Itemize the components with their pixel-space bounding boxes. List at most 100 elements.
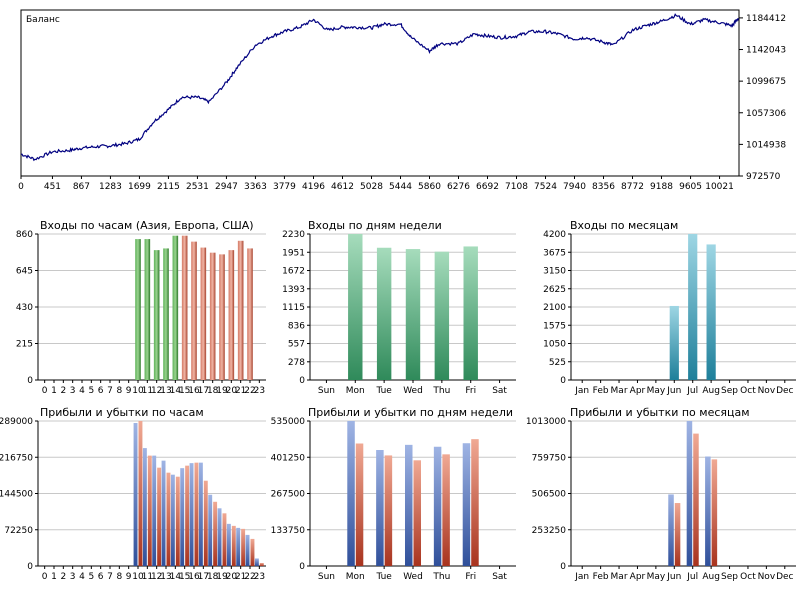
- x-tick-label: 10: [132, 386, 144, 396]
- balance-x-tick-label: 9605: [679, 182, 702, 192]
- x-tick-label: 12: [151, 572, 162, 582]
- y-tick-label: 2625: [543, 285, 566, 295]
- y-tick-label: 0: [560, 376, 566, 386]
- x-tick-label: 5: [88, 572, 94, 582]
- balance-x-tick-label: 9188: [650, 182, 673, 192]
- x-tick-label: 8: [116, 572, 122, 582]
- chart-title: Входы по часам (Азия, Европа, США): [40, 219, 254, 232]
- balance-x-tick-label: 3363: [244, 182, 267, 192]
- x-tick-label: Oct: [740, 572, 756, 582]
- y-tick-label: 525: [549, 358, 566, 368]
- x-tick-label: Nov: [758, 572, 776, 582]
- y-tick-label: 535000: [271, 417, 306, 427]
- y-tick-label: 401250: [271, 453, 306, 463]
- hourly-entries-chart: Входы по часам (Азия, Европа, США)860645…: [16, 219, 266, 396]
- profit-bar: [433, 446, 442, 566]
- chart-title: Входы по дням недели: [308, 219, 442, 232]
- profit-bar: [404, 444, 413, 566]
- y-tick-label: 506500: [532, 490, 567, 500]
- y-tick-label: 759750: [532, 453, 567, 463]
- profit-bar: [189, 463, 194, 566]
- y-tick-label: 836: [288, 321, 305, 331]
- x-tick-label: May: [647, 572, 666, 582]
- chart-title: Входы по месяцам: [570, 219, 678, 232]
- x-tick-label: 6: [98, 386, 104, 396]
- entry-bar: [706, 244, 716, 380]
- loss-bar: [711, 459, 718, 566]
- x-tick-label: 17: [198, 386, 209, 396]
- x-tick-label: Jan: [574, 386, 589, 396]
- x-tick-label: 9: [126, 386, 132, 396]
- balance-x-tick-label: 10021: [705, 182, 734, 192]
- y-tick-label: 1951: [282, 248, 305, 258]
- entry-bar: [247, 248, 253, 380]
- loss-bar: [674, 503, 681, 566]
- x-tick-label: Sat: [492, 572, 507, 582]
- x-tick-label: 10: [132, 572, 144, 582]
- loss-bar: [147, 455, 152, 566]
- monthly-pnl-chart: Прибыли и убытки по месяцам 1013000 759750…: [526, 406, 796, 582]
- y-tick-label: 144500: [0, 490, 33, 500]
- x-tick-label: Apr: [630, 572, 646, 582]
- x-tick-label: 15: [179, 386, 190, 396]
- balance-x-tick-label: 6276: [447, 182, 470, 192]
- x-tick-label: Thu: [432, 386, 450, 396]
- entry-bar: [669, 305, 679, 380]
- entry-bar: [135, 239, 141, 380]
- chart-title: Прибыли и убытки по дням недели: [308, 406, 513, 419]
- loss-bar: [157, 467, 162, 566]
- loss-bar: [259, 562, 264, 566]
- x-tick-label: 18: [207, 572, 219, 582]
- profit-bar: [347, 421, 355, 566]
- profit-bar: [462, 443, 471, 566]
- x-tick-label: Sat: [492, 386, 507, 396]
- x-tick-label: 21: [235, 572, 246, 582]
- entry-bar: [219, 254, 225, 380]
- profit-bar: [142, 448, 147, 566]
- x-tick-label: Aug: [702, 386, 720, 396]
- balance-x-tick-label: 5860: [418, 182, 441, 192]
- x-tick-label: Mon: [346, 572, 365, 582]
- x-tick-label: 9: [126, 572, 132, 582]
- balance-x-tick-label: 6692: [476, 182, 499, 192]
- x-tick-label: 0: [42, 572, 48, 582]
- balance-y-tick-label: 1057306: [746, 109, 786, 119]
- balance-x-tick-label: 1283: [99, 182, 122, 192]
- x-tick-label: 6: [98, 572, 104, 582]
- balance-y-tick-label: 972570: [746, 172, 781, 182]
- chart-title: Прибыли и убытки по часам: [40, 406, 204, 419]
- y-tick-label: 253250: [532, 526, 567, 536]
- y-tick-label: 1672: [282, 267, 305, 277]
- x-tick-label: Dec: [776, 386, 793, 396]
- y-tick-label: 2100: [543, 303, 566, 313]
- profit-bar: [217, 508, 222, 566]
- balance-y-tick-label: 1099675: [746, 77, 786, 87]
- profit-bar: [226, 523, 231, 566]
- balance-plot-frame: [20, 9, 740, 177]
- balance-chart: Баланс 1184412 1142043 1099675 1057306 101493…: [18, 9, 786, 192]
- balance-x-tick-label: 7108: [505, 182, 528, 192]
- x-tick-label: Sun: [318, 386, 335, 396]
- y-tick-label: 1115: [282, 303, 305, 313]
- balance-y-tick-label: 1142043: [746, 46, 786, 56]
- profit-bar: [198, 462, 203, 566]
- x-tick-label: 5: [88, 386, 94, 396]
- balance-x-tick-label: 4612: [331, 182, 354, 192]
- x-tick-label: 18: [207, 386, 219, 396]
- balance-x-tick-label: 2531: [186, 182, 209, 192]
- x-tick-label: Tue: [375, 386, 392, 396]
- y-tick-label: 72250: [4, 526, 33, 536]
- loss-bar: [185, 465, 190, 566]
- x-tick-label: 22: [244, 386, 255, 396]
- x-tick-label: Jun: [666, 386, 681, 396]
- x-tick-label: 19: [216, 572, 228, 582]
- x-tick-label: Jun: [666, 572, 681, 582]
- profit-bar: [180, 468, 185, 566]
- balance-x-tick-label: 4196: [302, 182, 325, 192]
- x-tick-label: 13: [160, 386, 171, 396]
- y-tick-label: 860: [16, 230, 33, 240]
- chart-title: Прибыли и убытки по месяцам: [570, 406, 750, 419]
